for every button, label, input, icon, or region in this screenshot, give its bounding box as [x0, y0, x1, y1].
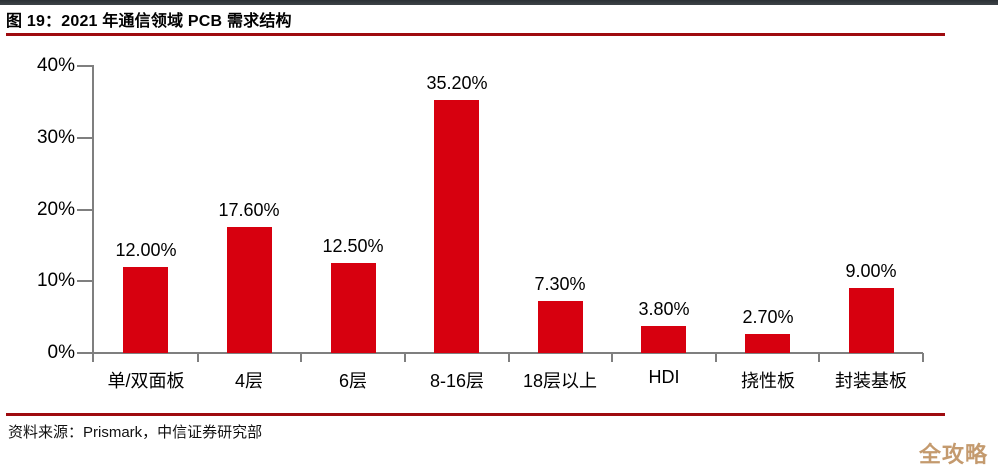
x-axis-category-label: 单/双面板 — [107, 371, 185, 391]
y-axis-tick-label: 20% — [36, 198, 75, 220]
x-axis-tick — [300, 353, 303, 362]
bar-6 — [641, 326, 686, 353]
bar-1 — [123, 267, 168, 353]
x-axis-category-label: HDI — [648, 367, 680, 387]
x-axis-category-label: 18层以上 — [522, 371, 598, 391]
x-axis-tick — [611, 353, 614, 362]
y-axis-tick-label: 30% — [36, 126, 75, 148]
bar-value-label: 12.00% — [115, 240, 177, 260]
bar-7 — [745, 334, 790, 353]
x-axis-category-label: 挠性板 — [741, 371, 795, 391]
bar-value-label: 17.60% — [218, 200, 280, 220]
bar-5 — [538, 301, 583, 353]
watermark: 全攻略 — [919, 442, 989, 467]
x-axis-tick — [507, 353, 510, 362]
y-axis-tick-label: 40% — [36, 55, 75, 76]
bar-4 — [434, 100, 479, 353]
y-axis-tick — [77, 208, 94, 211]
y-axis-line — [92, 66, 94, 362]
x-axis-tick — [403, 353, 406, 362]
footer-rule — [6, 413, 945, 416]
y-axis-tick-label: 10% — [36, 270, 75, 292]
bar-value-label: 3.80% — [638, 299, 690, 319]
bar-8 — [849, 288, 894, 353]
y-axis-tick — [77, 65, 94, 67]
x-axis-line — [77, 352, 923, 354]
x-axis-category-label: 封装基板 — [835, 371, 907, 391]
bar-2 — [227, 227, 272, 353]
y-axis-tick — [77, 136, 94, 139]
x-axis-category-label: 8-16层 — [429, 371, 485, 391]
source-note: 资料来源：Prismark，中信证券研究部 — [8, 424, 263, 441]
x-axis-tick — [818, 353, 821, 362]
bar-value-label: 7.30% — [534, 274, 586, 294]
bar-3 — [331, 263, 376, 353]
bar-value-label: 35.20% — [426, 73, 488, 93]
x-axis-category-label: 4层 — [234, 371, 263, 391]
x-axis-tick — [922, 353, 924, 362]
x-axis-category-label: 6层 — [338, 371, 367, 391]
bar-value-label: 9.00% — [845, 261, 897, 281]
y-axis-tick-label: 0% — [47, 342, 75, 363]
bar-value-label: 2.70% — [742, 307, 794, 327]
title-underline-rule — [6, 33, 945, 36]
figure-title: 图 19：2021 年通信领域 PCB 需求结构 — [6, 13, 292, 30]
x-axis-tick — [196, 353, 199, 362]
y-axis-tick — [77, 280, 94, 283]
bar-value-label: 12.50% — [322, 236, 384, 256]
top-divider-bar — [0, 0, 998, 5]
x-axis-tick — [714, 353, 717, 362]
